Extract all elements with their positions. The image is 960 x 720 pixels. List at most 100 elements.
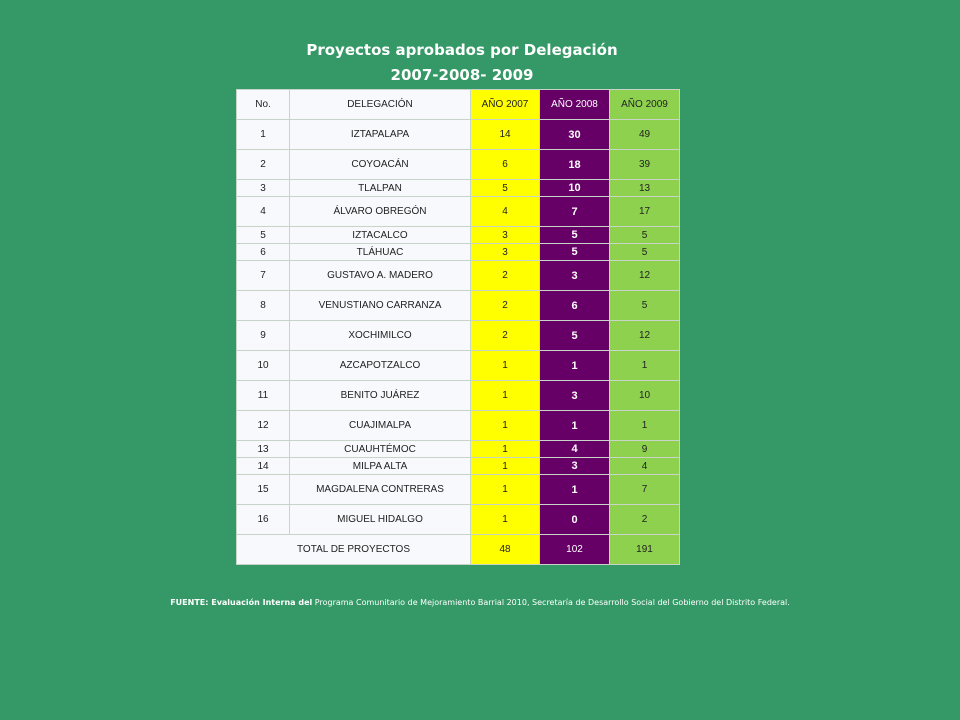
header-year-2007: AÑO 2007	[470, 89, 540, 120]
row-value-2007: 14	[470, 119, 540, 150]
table-row: 5 IZTACALCO 3 5 5	[236, 226, 680, 244]
row-value-2008: 3	[539, 260, 610, 291]
table-row: 10 AZCAPOTZALCO 1 1 1	[236, 350, 680, 381]
row-delegacion: TLALPAN	[289, 179, 471, 197]
row-value-2009: 1	[609, 350, 680, 381]
row-value-2007: 3	[470, 226, 540, 244]
row-value-2007: 1	[470, 350, 540, 381]
row-no: 12	[236, 410, 290, 441]
row-value-2008: 10	[539, 179, 610, 197]
row-value-2009: 5	[609, 226, 680, 244]
table-row: 6 TLÁHUAC 3 5 5	[236, 243, 680, 261]
row-value-2008: 5	[539, 243, 610, 261]
row-value-2008: 0	[539, 504, 610, 535]
row-value-2007: 2	[470, 290, 540, 321]
row-no: 2	[236, 149, 290, 180]
row-value-2007: 4	[470, 196, 540, 227]
table-row: 11 BENITO JUÁREZ 1 3 10	[236, 380, 680, 411]
row-value-2008: 1	[539, 350, 610, 381]
row-no: 5	[236, 226, 290, 244]
header-no: No.	[236, 89, 290, 120]
page-subtitle-years: 2007-2008- 2009	[390, 66, 534, 84]
row-no: 9	[236, 320, 290, 351]
row-value-2009: 5	[609, 290, 680, 321]
row-value-2009: 1	[609, 410, 680, 441]
row-value-2008: 7	[539, 196, 610, 227]
row-value-2007: 5	[470, 179, 540, 197]
table-row: 4 ÁLVARO OBREGÓN 4 7 17	[236, 196, 680, 227]
row-value-2007: 1	[470, 504, 540, 535]
row-value-2008: 5	[539, 320, 610, 351]
row-delegacion: CUAJIMALPA	[289, 410, 471, 441]
row-delegacion: BENITO JUÁREZ	[289, 380, 471, 411]
row-value-2009: 2	[609, 504, 680, 535]
row-value-2009: 17	[609, 196, 680, 227]
source-lead: FUENTE: Evaluación Interna del	[170, 598, 313, 607]
row-no: 11	[236, 380, 290, 411]
row-value-2009: 39	[609, 149, 680, 180]
row-delegacion: ÁLVARO OBREGÓN	[289, 196, 471, 227]
row-value-2008: 3	[539, 457, 610, 475]
row-value-2009: 10	[609, 380, 680, 411]
row-no: 4	[236, 196, 290, 227]
row-value-2009: 4	[609, 457, 680, 475]
row-value-2007: 1	[470, 410, 540, 441]
header-year-2008: AÑO 2008	[539, 89, 610, 120]
row-value-2009: 12	[609, 260, 680, 291]
row-no: 8	[236, 290, 290, 321]
row-delegacion: AZCAPOTZALCO	[289, 350, 471, 381]
row-delegacion: COYOACÁN	[289, 149, 471, 180]
table-row: 7 GUSTAVO A. MADERO 2 3 12	[236, 260, 680, 291]
projects-table: No. DELEGACIÓN AÑO 2007 AÑO 2008 AÑO 200…	[236, 89, 680, 565]
table-row: 13 CUAUHTÉMOC 1 4 9	[236, 440, 680, 458]
row-value-2007: 2	[470, 260, 540, 291]
row-value-2008: 6	[539, 290, 610, 321]
total-label: TOTAL DE PROYECTOS	[236, 534, 471, 565]
row-value-2007: 3	[470, 243, 540, 261]
row-value-2008: 3	[539, 380, 610, 411]
row-no: 14	[236, 457, 290, 475]
total-row: TOTAL DE PROYECTOS 48 102 191	[236, 534, 680, 565]
row-value-2009: 49	[609, 119, 680, 150]
row-value-2009: 5	[609, 243, 680, 261]
table-row: 15 MAGDALENA CONTRERAS 1 1 7	[236, 474, 680, 505]
row-value-2008: 1	[539, 474, 610, 505]
row-delegacion: MILPA ALTA	[289, 457, 471, 475]
row-value-2009: 9	[609, 440, 680, 458]
row-value-2007: 1	[470, 474, 540, 505]
total-2009: 191	[609, 534, 680, 565]
header-year-2009: AÑO 2009	[609, 89, 680, 120]
table-row: 9 XOCHIMILCO 2 5 12	[236, 320, 680, 351]
table-row: 16 MIGUEL HIDALGO 1 0 2	[236, 504, 680, 535]
row-value-2007: 2	[470, 320, 540, 351]
row-value-2009: 13	[609, 179, 680, 197]
total-2008: 102	[539, 534, 610, 565]
row-no: 15	[236, 474, 290, 505]
row-value-2008: 5	[539, 226, 610, 244]
row-value-2007: 1	[470, 457, 540, 475]
row-value-2007: 1	[470, 440, 540, 458]
total-2007: 48	[470, 534, 540, 565]
page-title: Proyectos aprobados por Delegación	[306, 41, 618, 59]
row-value-2007: 1	[470, 380, 540, 411]
table-row: 1 IZTAPALAPA 14 30 49	[236, 119, 680, 150]
header-delegacion: DELEGACIÓN	[289, 89, 471, 120]
table-row: 8 VENUSTIANO CARRANZA 2 6 5	[236, 290, 680, 321]
row-delegacion: MIGUEL HIDALGO	[289, 504, 471, 535]
row-value-2007: 6	[470, 149, 540, 180]
source-text: Programa Comunitario de Mejoramiento Bar…	[312, 598, 790, 607]
row-value-2008: 30	[539, 119, 610, 150]
table-row: 14 MILPA ALTA 1 3 4	[236, 457, 680, 475]
row-no: 10	[236, 350, 290, 381]
row-value-2008: 18	[539, 149, 610, 180]
row-value-2009: 7	[609, 474, 680, 505]
row-delegacion: IZTACALCO	[289, 226, 471, 244]
row-delegacion: TLÁHUAC	[289, 243, 471, 261]
row-no: 13	[236, 440, 290, 458]
row-delegacion: MAGDALENA CONTRERAS	[289, 474, 471, 505]
source-note: FUENTE: Evaluación Interna del Programa …	[0, 598, 960, 607]
row-no: 7	[236, 260, 290, 291]
row-value-2009: 12	[609, 320, 680, 351]
row-no: 16	[236, 504, 290, 535]
row-delegacion: VENUSTIANO CARRANZA	[289, 290, 471, 321]
